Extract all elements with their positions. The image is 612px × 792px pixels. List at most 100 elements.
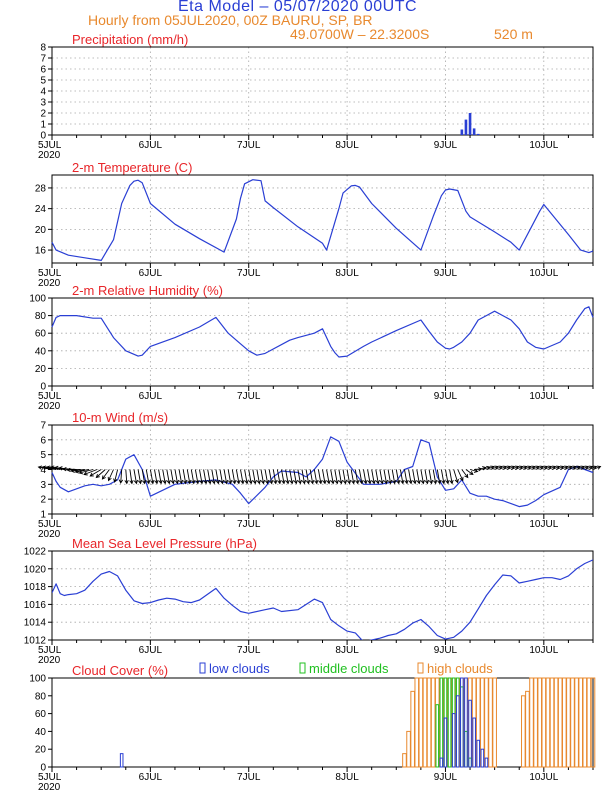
clouds-ytick-label: 0 xyxy=(40,763,46,774)
pressure-ytick-label: 1022 xyxy=(24,547,47,558)
clouds-xlabel-day: 9JUL xyxy=(434,772,458,783)
pressure-frame xyxy=(51,550,594,641)
precipitation-bar xyxy=(464,119,468,135)
cloud-bar-high xyxy=(488,677,493,768)
wind-vector-arrow xyxy=(178,469,184,485)
cloud-bar-high xyxy=(537,677,543,768)
precipitation-ytick-label: 1 xyxy=(40,120,46,131)
wind-vector-arrow xyxy=(219,469,225,485)
wind-vector-arrow xyxy=(83,469,98,476)
humidity-xlabel-day: 6JUL xyxy=(139,391,163,402)
pressure-xlabel-day: 10JUL xyxy=(529,645,558,656)
wind-vector-arrow xyxy=(203,469,208,485)
humidity-ytick-label: 100 xyxy=(29,294,46,305)
wind-vector-arrow xyxy=(186,469,192,485)
wind-xlabel-day: 10JUL xyxy=(529,519,558,530)
temperature-xlabel-day: 9JUL xyxy=(434,268,458,279)
temperature-xlabel-day: 6JUL xyxy=(139,268,163,279)
legend-swatch-middle xyxy=(299,662,306,674)
wind-vector-arrow xyxy=(145,469,151,485)
temperature-ytick-label: 20 xyxy=(35,225,47,236)
legend-swatch-high xyxy=(417,662,424,674)
humidity-xlabel-year: 2020 xyxy=(38,401,61,412)
cloud-bar-high xyxy=(406,730,411,768)
run-info-label: Hourly from 05JUL2020, 00Z BAURU, SP, BR xyxy=(88,12,373,28)
precipitation-xlabel-day: 6JUL xyxy=(139,140,163,151)
wind-vector-arrow xyxy=(285,469,290,485)
wind-vector-arrow xyxy=(231,469,237,485)
wind-vector-arrow xyxy=(268,469,274,485)
precipitation-title: Precipitation (mm/h) xyxy=(72,32,188,47)
wind-vector-arrow xyxy=(317,469,323,485)
temperature-xlabel-start: 5JUL xyxy=(38,268,62,279)
wind-vector-arrow xyxy=(412,469,417,485)
wind-vector-arrow xyxy=(440,469,446,485)
wind-vector-arrow xyxy=(322,469,327,485)
clouds-title: Cloud Cover (%) xyxy=(72,663,168,678)
wind-vector-arrow xyxy=(367,469,372,485)
clouds-ytick-label: 20 xyxy=(35,745,47,756)
wind-vector-arrow xyxy=(215,469,221,485)
wind-vector-arrow xyxy=(170,469,175,485)
cloud-bar-high xyxy=(582,677,588,768)
wind-vector-arrow xyxy=(404,469,409,485)
wind-vector-arrow xyxy=(281,469,286,485)
temperature-xlabel-day: 10JUL xyxy=(529,268,558,279)
wind-vector-arrow xyxy=(387,469,393,485)
temperature-series-line xyxy=(51,179,594,261)
wind-xlabel-day: 7JUL xyxy=(237,519,261,530)
precipitation-xlabel-day: 8JUL xyxy=(335,140,359,151)
wind-vector-arrow xyxy=(449,469,454,485)
wind-vector-arrow xyxy=(264,469,270,485)
wind-vector-arrow xyxy=(592,465,602,470)
humidity-xlabel-day: 7JUL xyxy=(237,391,261,402)
precipitation-xlabel-start: 5JUL xyxy=(38,140,62,151)
wind-vector-arrow xyxy=(399,469,405,485)
wind-xlabel-day: 8JUL xyxy=(335,519,359,530)
humidity-frame xyxy=(51,297,594,387)
cloud-bar-high xyxy=(545,677,551,768)
humidity-ytick-label: 0 xyxy=(40,382,46,393)
pressure-series-line xyxy=(52,559,593,640)
pressure-title: Mean Sea Level Pressure (hPa) xyxy=(72,536,257,551)
pressure-ytick-label: 1020 xyxy=(24,564,47,575)
humidity-xlabel-start: 5JUL xyxy=(38,391,62,402)
wind-vector-arrow xyxy=(301,469,307,485)
wind-vector-arrow xyxy=(45,465,61,470)
cloud-bar-high xyxy=(484,677,489,768)
cloud-bar-middle xyxy=(435,704,440,768)
wind-vector-arrow xyxy=(416,469,421,485)
wind-xlabel-day: 6JUL xyxy=(139,519,163,530)
pressure-ytick-label: 1012 xyxy=(24,636,47,647)
legend-label-low: low clouds xyxy=(209,661,270,676)
clouds-xlabel-day: 6JUL xyxy=(139,772,163,783)
wind-vector-arrow xyxy=(141,469,147,485)
cloud-bar-high xyxy=(562,677,567,768)
wind-vector-arrow xyxy=(124,469,129,485)
wind-vector-arrow xyxy=(78,469,94,475)
clouds-xlabel-start: 5JUL xyxy=(38,772,62,783)
cloud-bar-high xyxy=(541,677,547,768)
clouds-ytick-label: 100 xyxy=(29,674,46,685)
cloud-bar-high xyxy=(590,677,596,768)
precipitation-xlabel-day: 9JUL xyxy=(434,140,458,151)
cloud-bar-high xyxy=(402,753,407,768)
temperature-xlabel-year: 2020 xyxy=(38,278,61,289)
wind-vector-arrow xyxy=(297,469,303,485)
wind-vector-arrow xyxy=(118,469,124,484)
wind-vector-arrow xyxy=(223,469,229,485)
precipitation-ytick-label: 5 xyxy=(40,76,46,87)
pressure-xlabel-day: 7JUL xyxy=(237,645,261,656)
wind-vector-arrow xyxy=(244,469,249,485)
pressure-ytick-label: 1014 xyxy=(24,618,47,629)
wind-vector-arrow xyxy=(342,469,348,485)
humidity-ytick-label: 80 xyxy=(35,311,47,322)
temperature-title: 2-m Temperature (C) xyxy=(72,160,192,175)
wind-vector-arrow xyxy=(37,465,53,470)
wind-vector-arrow xyxy=(227,469,233,485)
pressure-ytick-label: 1018 xyxy=(24,582,47,593)
pressure-ytick-label: 1016 xyxy=(24,600,47,611)
wind-vector-arrow xyxy=(293,469,298,485)
precipitation-ytick-label: 0 xyxy=(40,131,46,142)
